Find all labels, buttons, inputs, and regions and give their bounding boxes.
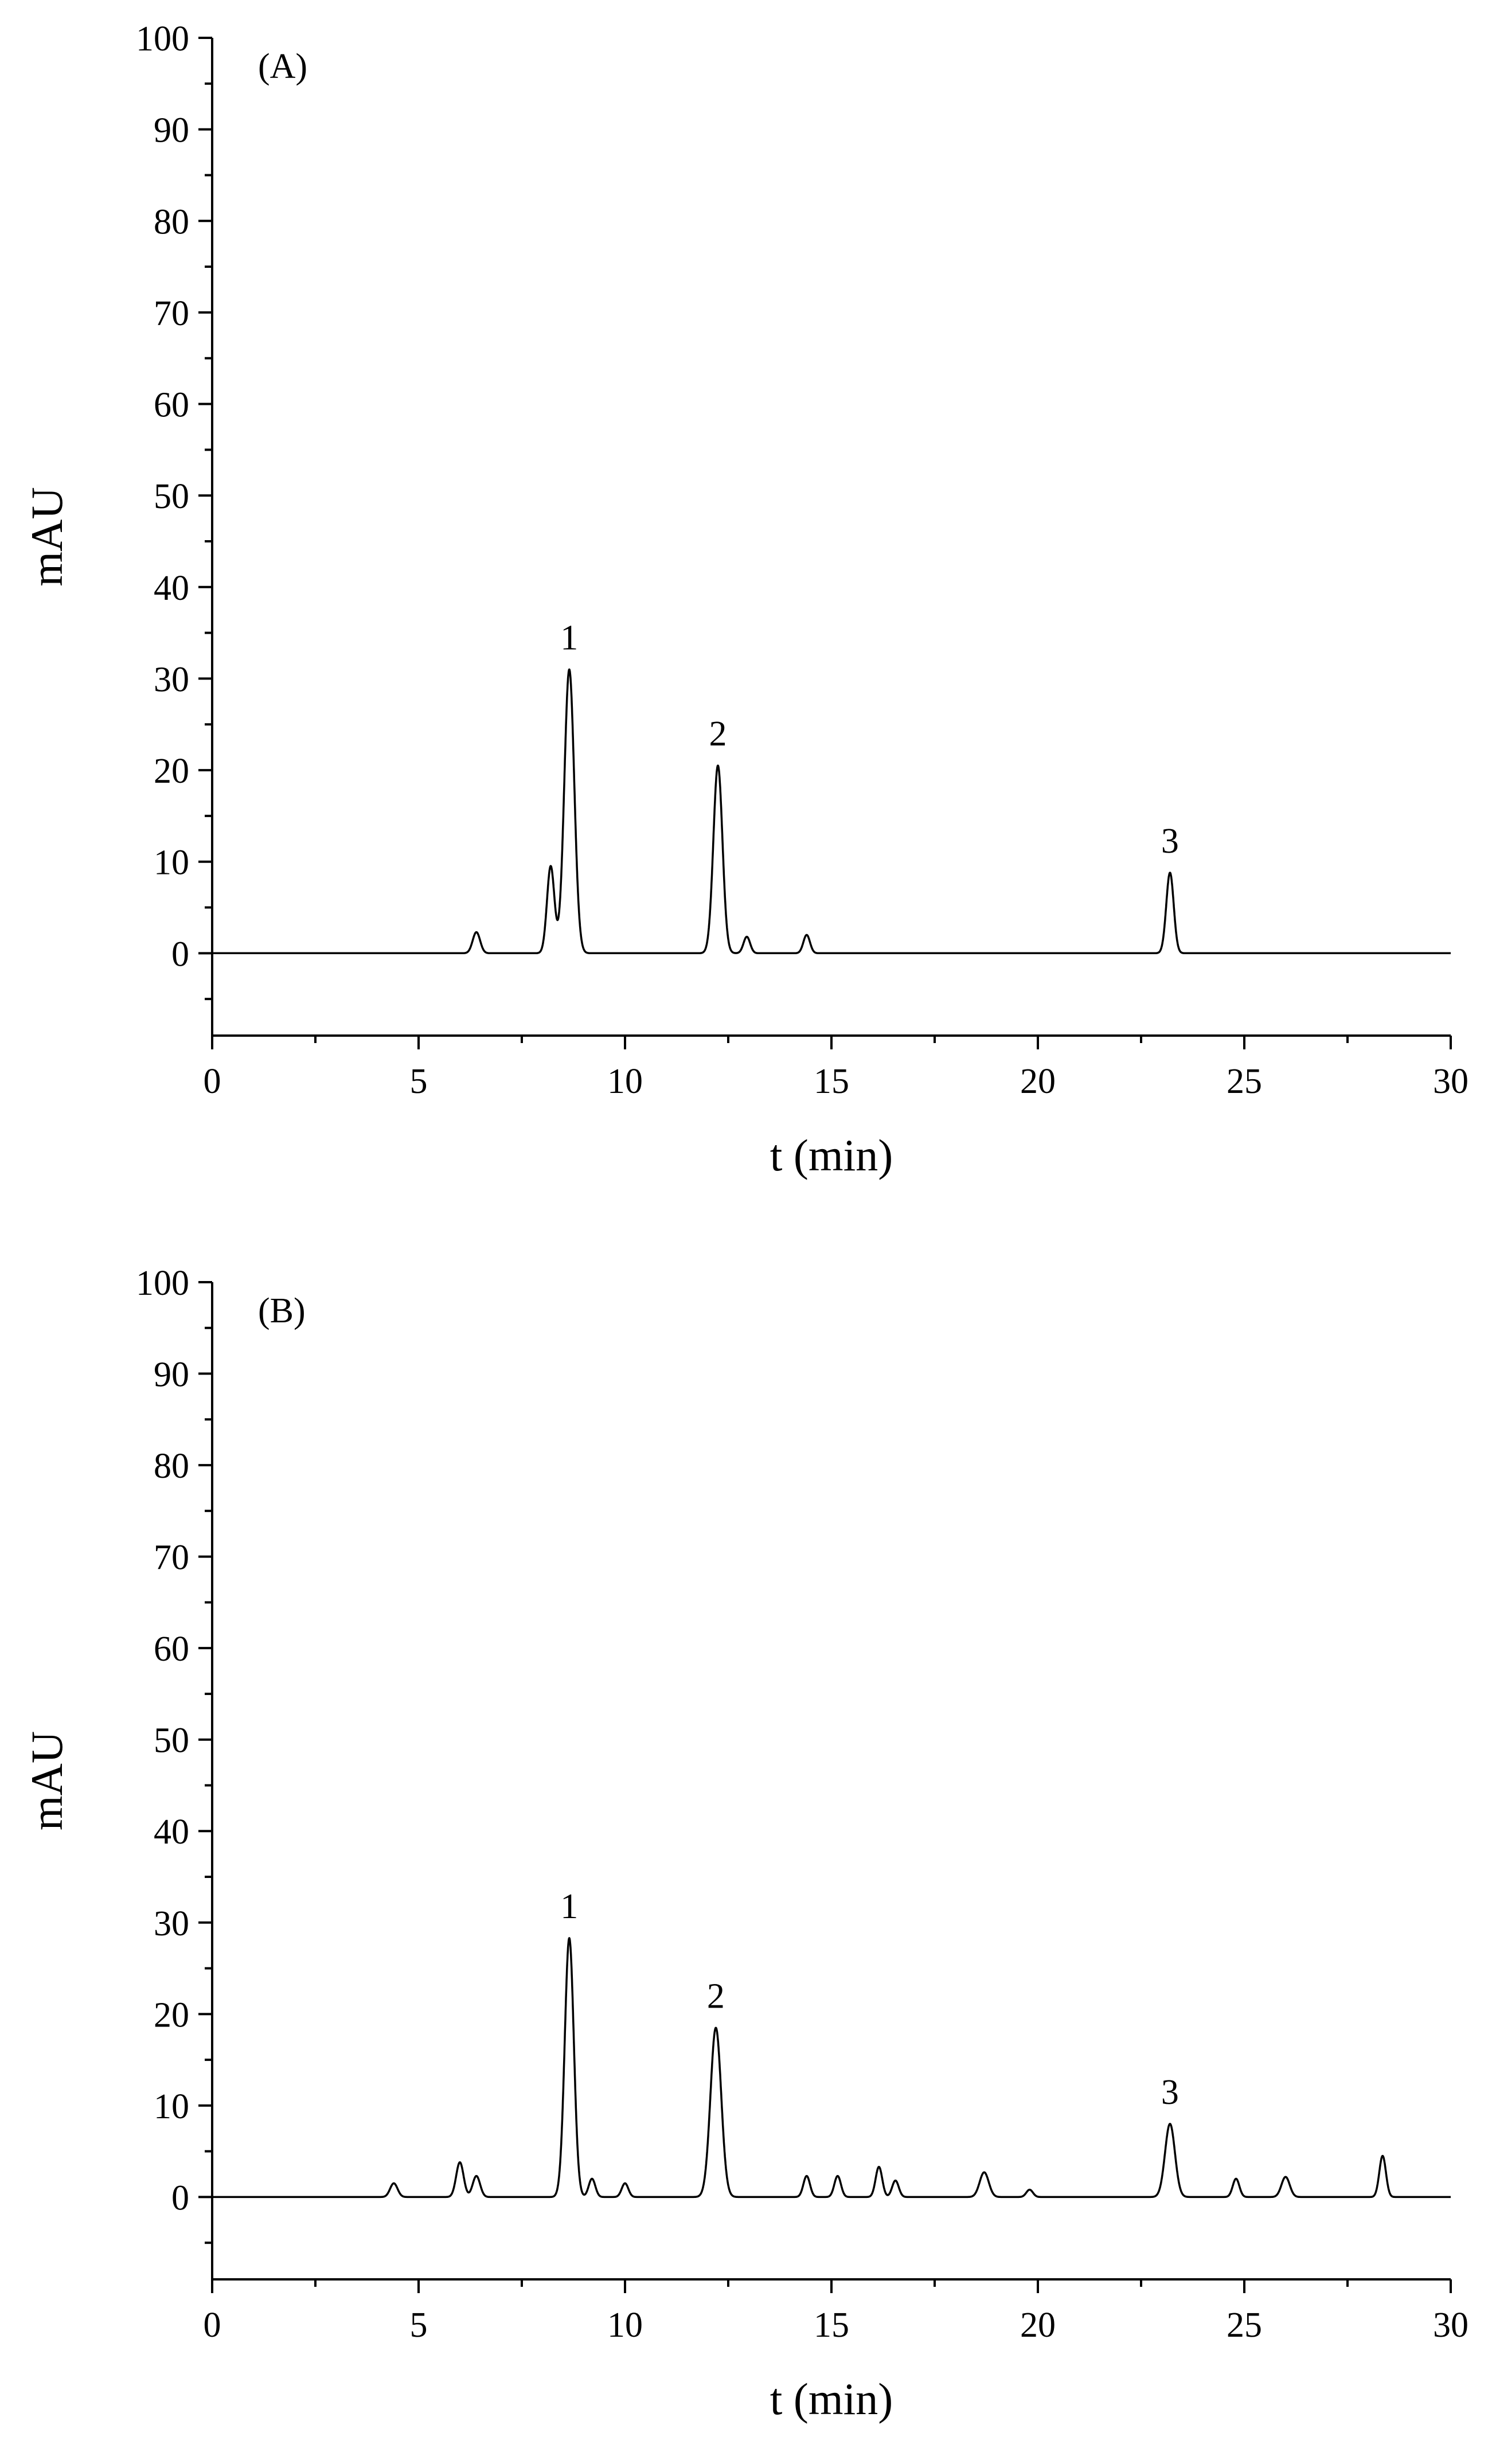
x-tick-label: 25 [1227,2306,1262,2345]
y-tick-label: 100 [136,1264,189,1303]
y-tick-label: 90 [154,111,189,150]
peak-label: 1 [560,1887,578,1926]
y-tick-label: 50 [154,477,189,516]
chart-panel-a: 0 10 20 30 40 50 60 70 80 90 100 0 5 10 15 20 25 30 t (min… [22,19,1469,1180]
x-tick-label: 5 [410,2306,428,2345]
y-tick-label: 60 [154,1630,189,1669]
y-tick-label: 0 [171,935,189,974]
peak-label: 2 [707,1977,725,2016]
chromatogram-trace [211,668,1452,955]
peak-label: 1 [560,618,578,657]
x-tick-label: 20 [1020,1062,1056,1101]
y-tick-label: 60 [154,386,189,425]
y-tick-label: 90 [154,1356,189,1395]
x-axis-label: t (min) [770,2374,893,2424]
x-tick-label: 0 [204,1062,221,1101]
x-tick-label: 25 [1227,1062,1262,1101]
y-axis-label: mAU [22,487,72,586]
x-tick-label: 20 [1020,2306,1056,2345]
panel-label: (B) [258,1291,306,1330]
x-tick-label: 15 [814,2306,849,2345]
panel-label: (A) [258,47,307,86]
x-tick-label: 5 [410,1062,428,1101]
y-tick-label: 50 [154,1721,189,1760]
x-tick-label: 10 [607,2306,643,2345]
chart-panel-b: 0 10 20 30 40 50 60 70 80 90 100 0 5 10 15 20 25 30 t (min… [22,1264,1469,2424]
y-tick-label: 80 [154,1447,189,1486]
x-axis-label: t (min) [770,1130,893,1180]
y-tick-label: 10 [154,844,189,882]
y-tick-label: 20 [154,752,189,791]
y-tick-label: 70 [154,1538,189,1577]
y-tick-label: 30 [154,1904,189,1943]
y-tick-label: 20 [154,1996,189,2035]
y-tick-label: 10 [154,2087,189,2126]
x-tick-label: 15 [814,1062,849,1101]
x-tick-label: 0 [204,2306,221,2345]
y-tick-label: 70 [154,294,189,333]
x-tick-label: 10 [607,1062,643,1101]
chromatogram-trace [211,1937,1452,2199]
y-tick-label: 30 [154,660,189,699]
peak-label: 2 [709,714,727,753]
y-tick-label: 40 [154,569,189,608]
x-tick-label: 30 [1433,1062,1469,1101]
y-tick-label: 40 [154,1813,189,1852]
x-tick-label: 30 [1433,2306,1469,2345]
y-axis-label: mAU [22,1731,72,1830]
y-tick-label: 80 [154,202,189,241]
peak-label: 3 [1161,2073,1179,2112]
y-tick-label: 100 [136,19,189,58]
y-tick-label: 0 [171,2178,189,2217]
peak-label: 3 [1161,822,1179,861]
